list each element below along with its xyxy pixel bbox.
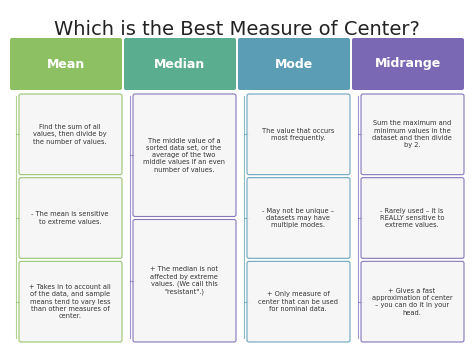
Text: The value that occurs
most frequently.: The value that occurs most frequently.: [262, 128, 334, 141]
Text: Midrange: Midrange: [375, 57, 441, 70]
FancyBboxPatch shape: [247, 178, 350, 258]
FancyBboxPatch shape: [19, 94, 122, 175]
Text: + Gives a fast
approximation of center
– you can do it in your
head.: + Gives a fast approximation of center –…: [372, 288, 452, 316]
Text: Median: Median: [155, 57, 206, 70]
FancyBboxPatch shape: [19, 178, 122, 258]
FancyBboxPatch shape: [352, 38, 464, 90]
Text: + Takes in to account all
of the data, and sample
means tend to vary less
than o: + Takes in to account all of the data, a…: [29, 284, 111, 319]
FancyBboxPatch shape: [247, 94, 350, 175]
Text: - Rarely used – it is
REALLY sensitive to
extreme values.: - Rarely used – it is REALLY sensitive t…: [380, 208, 444, 228]
Text: Mean: Mean: [47, 57, 85, 70]
Text: + Only measure of
center that can be used
for nominal data.: + Only measure of center that can be use…: [258, 292, 338, 312]
Text: - The mean is sensitive
to extreme values.: - The mean is sensitive to extreme value…: [31, 211, 109, 225]
FancyBboxPatch shape: [19, 261, 122, 342]
FancyBboxPatch shape: [133, 94, 236, 217]
FancyBboxPatch shape: [361, 94, 464, 175]
FancyBboxPatch shape: [361, 178, 464, 258]
FancyBboxPatch shape: [133, 219, 236, 342]
Text: Which is the Best Measure of Center?: Which is the Best Measure of Center?: [54, 20, 420, 39]
Text: Mode: Mode: [275, 57, 313, 70]
Text: The middle value of a
sorted data set, or the
average of the two
middle values i: The middle value of a sorted data set, o…: [143, 138, 225, 173]
FancyBboxPatch shape: [124, 38, 236, 90]
Text: Find the sum of all
values, then divide by
the number of values.: Find the sum of all values, then divide …: [33, 124, 107, 145]
Text: Sum the maximum and
minimum values in the
dataset and then divide
by 2.: Sum the maximum and minimum values in th…: [372, 120, 452, 148]
FancyBboxPatch shape: [247, 261, 350, 342]
Text: + The median is not
affected by extreme
values. (We call this
"resistant".): + The median is not affected by extreme …: [150, 266, 218, 295]
FancyBboxPatch shape: [10, 38, 122, 90]
FancyBboxPatch shape: [361, 261, 464, 342]
FancyBboxPatch shape: [238, 38, 350, 90]
Text: - May not be unique –
datasets may have
multiple modes.: - May not be unique – datasets may have …: [262, 208, 334, 228]
